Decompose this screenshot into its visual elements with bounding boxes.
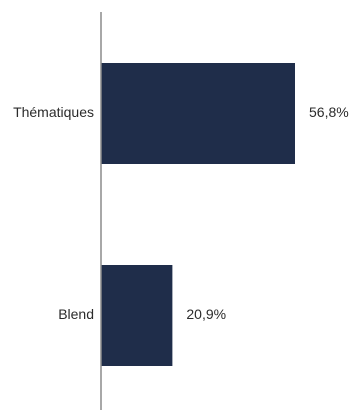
bar-1 [101, 265, 173, 366]
value-label-1: 20,9% [186, 306, 226, 322]
labels-layer: Thématiques 56,8% Blend 20,9% [13, 104, 349, 322]
bars-layer [101, 63, 295, 366]
value-label-0: 56,8% [309, 104, 349, 120]
bar-0 [101, 63, 295, 164]
category-label-0: Thématiques [13, 104, 94, 120]
category-label-1: Blend [58, 306, 94, 322]
